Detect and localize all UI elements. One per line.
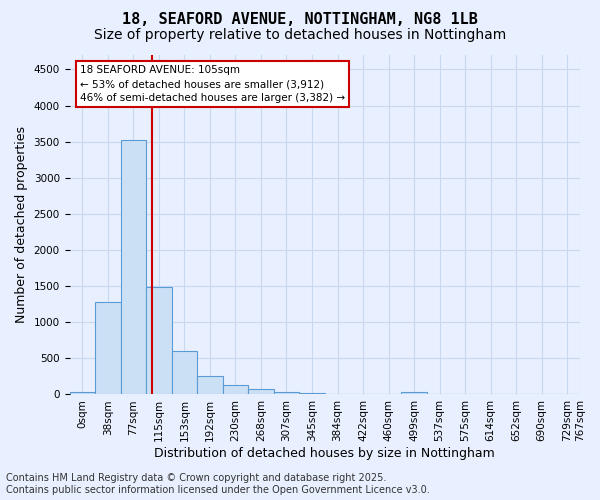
Bar	[197, 376, 223, 394]
X-axis label: Distribution of detached houses by size in Nottingham: Distribution of detached houses by size …	[154, 447, 495, 460]
Bar	[299, 393, 325, 394]
Bar	[70, 392, 95, 394]
Bar	[146, 287, 172, 395]
Y-axis label: Number of detached properties: Number of detached properties	[15, 126, 28, 323]
Text: 18, SEAFORD AVENUE, NOTTINGHAM, NG8 1LB: 18, SEAFORD AVENUE, NOTTINGHAM, NG8 1LB	[122, 12, 478, 28]
Text: 18 SEAFORD AVENUE: 105sqm
← 53% of detached houses are smaller (3,912)
46% of se: 18 SEAFORD AVENUE: 105sqm ← 53% of detac…	[80, 65, 345, 103]
Bar	[95, 302, 121, 394]
Bar	[248, 388, 274, 394]
Bar	[401, 392, 427, 394]
Text: Size of property relative to detached houses in Nottingham: Size of property relative to detached ho…	[94, 28, 506, 42]
Bar	[274, 392, 299, 394]
Text: Contains HM Land Registry data © Crown copyright and database right 2025.
Contai: Contains HM Land Registry data © Crown c…	[6, 474, 430, 495]
Bar	[172, 351, 197, 395]
Bar	[223, 385, 248, 394]
Bar	[121, 140, 146, 394]
